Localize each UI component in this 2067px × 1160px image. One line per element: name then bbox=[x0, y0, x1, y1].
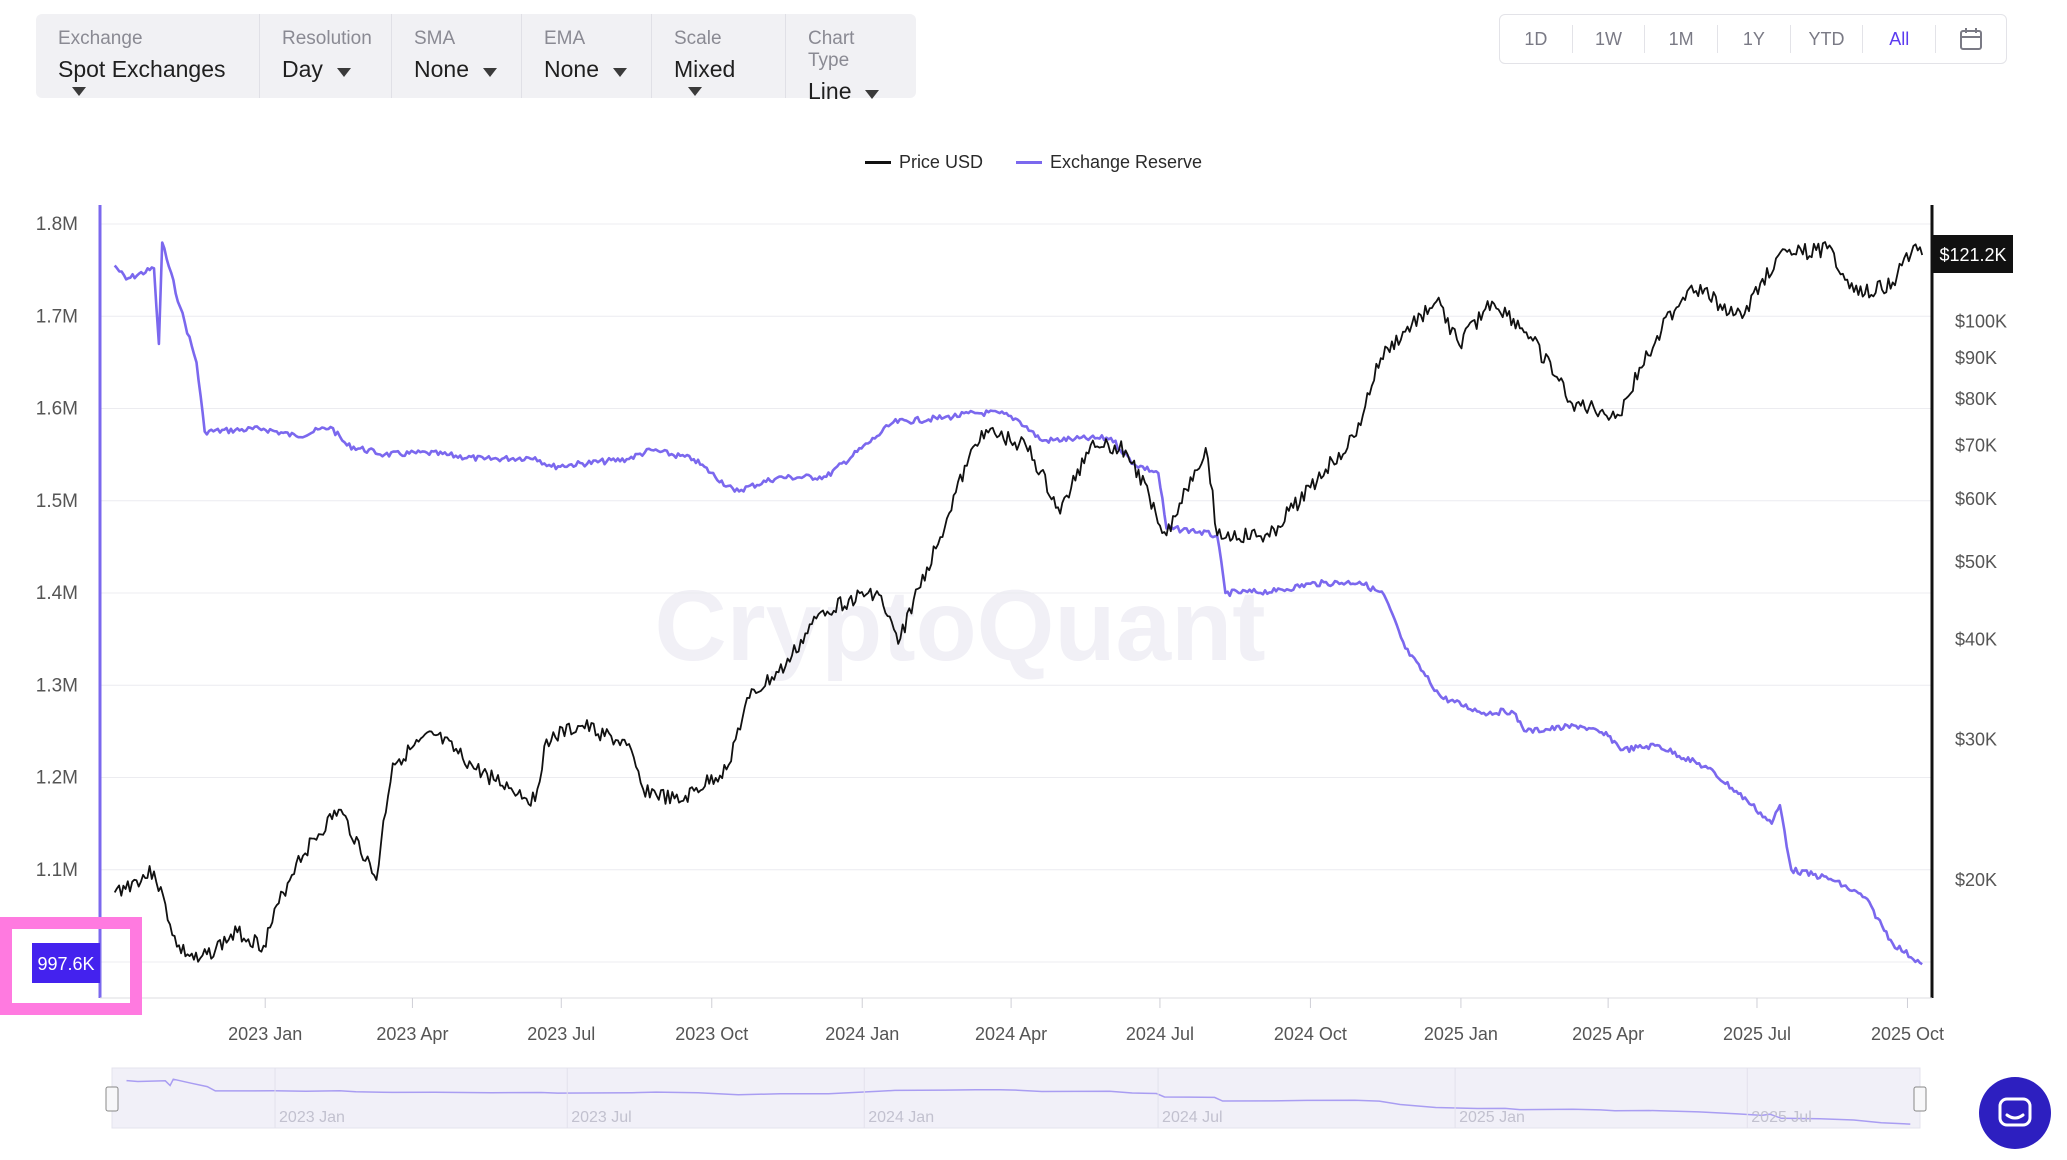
legend-label-price: Price USD bbox=[898, 152, 983, 172]
chart-type-label: Chart Type bbox=[808, 28, 855, 71]
price-usd-line[interactable] bbox=[113, 241, 1924, 963]
legend-item-reserve[interactable]: Exchange Reserve bbox=[1015, 152, 1203, 173]
legend-swatch-price bbox=[864, 161, 891, 164]
chart-type-dropdown[interactable]: Chart Type Line bbox=[786, 14, 916, 104]
y-right-tick-label: $80K bbox=[1955, 389, 1997, 409]
x-tick-label: 2023 Jul bbox=[527, 1024, 595, 1044]
x-tick-label: 2024 Apr bbox=[975, 1024, 1047, 1044]
exchange-dropdown[interactable]: Exchange Spot Exchanges bbox=[36, 14, 260, 98]
exchange-reserve-line[interactable] bbox=[113, 241, 1923, 966]
y-left-tick-label: 1.8M bbox=[36, 214, 78, 235]
reserve-value-label: 997.6K bbox=[37, 954, 94, 974]
range-button-1w[interactable]: 1W bbox=[1573, 25, 1646, 53]
range-button-ytd[interactable]: YTD bbox=[1791, 25, 1864, 53]
x-tick-label: 2024 Oct bbox=[1274, 1024, 1347, 1044]
navigator-label: 2023 Jan bbox=[279, 1109, 345, 1126]
x-tick-label: 2025 Oct bbox=[1871, 1024, 1944, 1044]
scale-dropdown[interactable]: Scale Mixed bbox=[652, 14, 786, 98]
navigator-label: 2025 Jan bbox=[1459, 1109, 1525, 1126]
ema-value: None bbox=[544, 56, 599, 82]
y-right-tick-label: $60K bbox=[1955, 489, 1997, 509]
chart-legend: Price USD Exchange Reserve bbox=[0, 148, 2067, 173]
resolution-label: Resolution bbox=[282, 28, 372, 49]
scale-value: Mixed bbox=[674, 56, 736, 82]
legend-swatch-reserve bbox=[1015, 161, 1042, 164]
sma-value: None bbox=[414, 56, 469, 82]
y-right-tick-label: $90K bbox=[1955, 348, 1997, 368]
watermark: CryptoQuant bbox=[654, 570, 1265, 682]
price-value-badge bbox=[1933, 235, 2013, 273]
caret-down-icon bbox=[336, 68, 351, 78]
range-button-all[interactable]: All bbox=[1863, 25, 1937, 53]
caret-down-icon bbox=[482, 68, 497, 78]
range-button-1y[interactable]: 1Y bbox=[1718, 25, 1791, 53]
navigator-left-handle[interactable] bbox=[105, 1086, 119, 1112]
x-tick-label: 2023 Jan bbox=[228, 1024, 302, 1044]
y-left-tick-label: 1.7M bbox=[36, 306, 78, 327]
navigator-series-line bbox=[126, 1078, 1911, 1125]
x-tick-label: 2025 Jul bbox=[1723, 1024, 1791, 1044]
sma-label: SMA bbox=[414, 28, 456, 49]
calendar-button[interactable] bbox=[1936, 27, 2006, 51]
range-button-1d[interactable]: 1D bbox=[1500, 25, 1573, 53]
x-tick-label: 2024 Jul bbox=[1126, 1024, 1194, 1044]
resolution-dropdown[interactable]: Resolution Day bbox=[260, 14, 392, 98]
y-left-tick-label: 1.5M bbox=[36, 491, 78, 512]
x-tick-label: 2025 Jan bbox=[1424, 1024, 1498, 1044]
resolution-value: Day bbox=[282, 56, 323, 82]
x-tick-label: 2025 Apr bbox=[1572, 1024, 1644, 1044]
y-left-tick-label: 1.2M bbox=[36, 768, 78, 789]
caret-down-icon bbox=[612, 68, 627, 78]
navigator-label: 2025 Jul bbox=[1751, 1109, 1812, 1126]
caret-down-icon bbox=[72, 87, 86, 97]
range-button-1m[interactable]: 1M bbox=[1645, 25, 1719, 53]
y-left-tick-label: 1.4M bbox=[36, 583, 78, 604]
caret-down-icon bbox=[865, 90, 880, 100]
time-range-selector: 1D 1W 1M 1Y YTD All bbox=[1499, 14, 2007, 64]
caret-down-icon bbox=[688, 87, 702, 97]
x-tick-label: 2024 Jan bbox=[825, 1024, 899, 1044]
exchange-value: Spot Exchanges bbox=[58, 56, 226, 82]
chat-icon bbox=[1998, 1097, 2032, 1127]
chat-button[interactable] bbox=[1979, 1077, 2051, 1149]
legend-label-reserve: Exchange Reserve bbox=[1049, 152, 1203, 172]
y-left-tick-label: 1.1M bbox=[36, 860, 78, 881]
reserve-value-badge bbox=[32, 943, 100, 983]
y-left-tick-label: 1.6M bbox=[36, 399, 78, 420]
navigator-label: 2024 Jul bbox=[1162, 1109, 1223, 1126]
ema-label: EMA bbox=[544, 28, 586, 49]
y-right-tick-label: $40K bbox=[1955, 630, 1997, 650]
navigator-track[interactable] bbox=[111, 1067, 1921, 1129]
calendar-icon bbox=[1960, 28, 1983, 50]
exchange-label: Exchange bbox=[58, 28, 143, 49]
y-right-tick-label: $20K bbox=[1955, 870, 1997, 890]
legend-item-price[interactable]: Price USD bbox=[864, 152, 983, 173]
y-left-tick-label: 1.3M bbox=[36, 675, 78, 696]
scale-label: Scale bbox=[674, 28, 722, 49]
price-value-label: $121.2K bbox=[1939, 245, 2006, 265]
chart-settings-toolbar: Exchange Spot Exchanges Resolution Day SMA No… bbox=[36, 14, 916, 104]
y-right-tick-label: $70K bbox=[1955, 435, 1997, 455]
y-right-tick-label: $50K bbox=[1955, 552, 1997, 572]
y-right-tick-label: $100K bbox=[1955, 312, 2007, 332]
navigator-label: 2024 Jan bbox=[868, 1109, 934, 1126]
chart-type-value: Line bbox=[808, 78, 852, 104]
sma-dropdown[interactable]: SMA None bbox=[392, 14, 522, 98]
ema-dropdown[interactable]: EMA None bbox=[522, 14, 652, 98]
x-tick-label: 2023 Oct bbox=[675, 1024, 748, 1044]
x-tick-label: 2023 Apr bbox=[376, 1024, 448, 1044]
y-right-tick-label: $30K bbox=[1955, 729, 1997, 749]
navigator-label: 2023 Jul bbox=[571, 1109, 632, 1126]
navigator-right-handle[interactable] bbox=[1913, 1086, 1927, 1112]
